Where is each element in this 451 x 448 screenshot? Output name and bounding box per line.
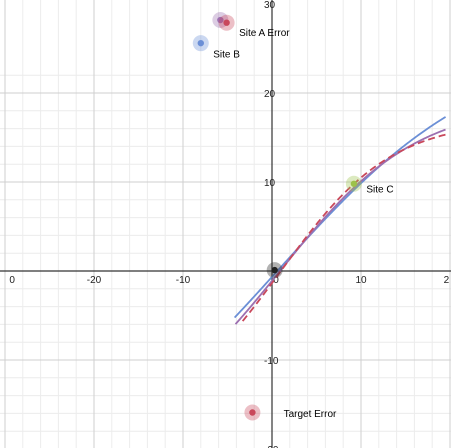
x-edge-label: 2 <box>444 275 450 286</box>
y-tick-label: 10 <box>264 178 276 189</box>
x-tick-label: 10 <box>355 275 367 286</box>
point-dot <box>223 19 230 26</box>
point-dot <box>271 266 278 274</box>
y-tick-label: 20 <box>264 89 276 100</box>
x-tick-label: -20 <box>87 275 102 286</box>
points <box>192 12 362 421</box>
label-site-b: Site B <box>213 49 240 60</box>
y-tick-label: -20 <box>264 445 279 448</box>
point-site-b[interactable] <box>192 35 209 52</box>
point-dot <box>350 180 358 187</box>
label-target-error: Target Error <box>284 409 337 420</box>
y-tick-label: -10 <box>264 356 279 367</box>
point-dot <box>217 16 224 24</box>
point-site-c[interactable] <box>345 175 362 192</box>
curve-3 <box>241 133 446 322</box>
point-dot <box>197 39 204 47</box>
curve-1 <box>233 116 447 319</box>
point-target-error[interactable] <box>244 404 261 421</box>
x-edge-label: 0 <box>9 275 15 286</box>
point-origin[interactable] <box>266 262 283 279</box>
annotations: Site A Error Site B Site C Target Error <box>213 28 393 420</box>
point-dot <box>249 409 256 416</box>
label-site-c: Site C <box>366 185 393 196</box>
tick-labels: -20 -10 0 10 0 2 30 20 10 -10 -20 <box>9 0 449 448</box>
label-site-a-error: Site A Error <box>239 28 290 39</box>
curves <box>233 116 447 325</box>
point-site-a-red[interactable] <box>218 14 235 31</box>
y-tick-label: 30 <box>264 0 276 11</box>
x-tick-label-origin: 0 <box>273 275 279 286</box>
x-tick-label: -10 <box>176 275 191 286</box>
